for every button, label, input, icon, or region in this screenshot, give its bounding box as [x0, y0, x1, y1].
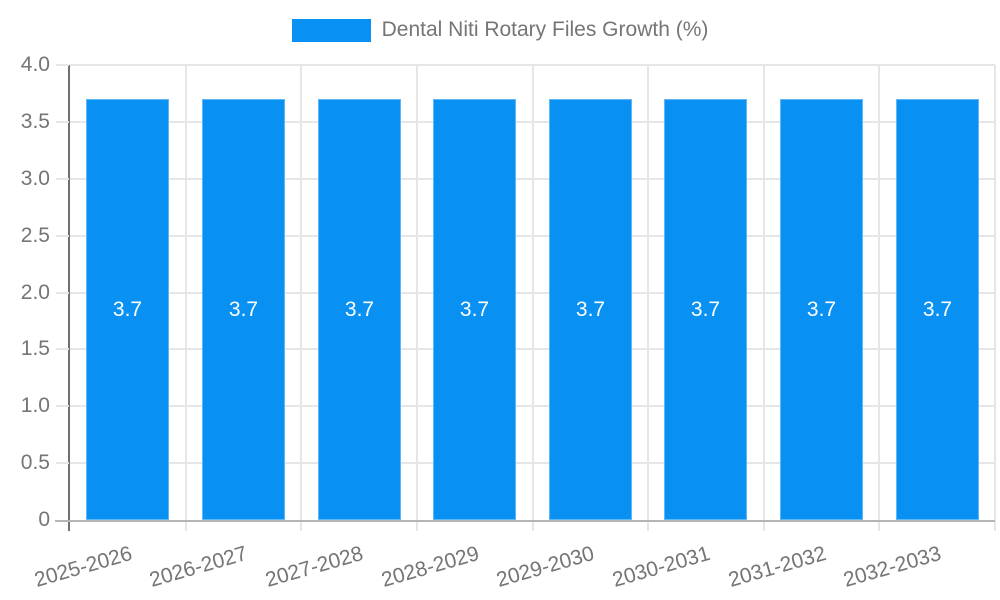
x-axis-tick-label: 2032-2033 — [840, 542, 944, 592]
bar[interactable]: 3.7 — [780, 99, 863, 520]
x-axis-tick-label: 2027-2028 — [262, 542, 366, 592]
bar-value-label: 3.7 — [922, 298, 953, 321]
plot-area: 3.7 3.7 3.7 3.7 3.7 3.7 3.7 3.7 — [70, 64, 996, 531]
legend-label: Dental Niti Rotary Files Growth (%) — [381, 18, 709, 41]
bar[interactable]: 3.7 — [318, 99, 401, 520]
x-axis-tick-label: 2031-2032 — [725, 542, 829, 592]
x-axis-tick-label: 2025-2026 — [31, 542, 135, 592]
y-axis-tick-label: 3.0 — [20, 166, 50, 190]
gridline-vertical — [994, 65, 996, 531]
bar[interactable]: 3.7 — [433, 99, 516, 520]
gridline-vertical — [763, 65, 765, 531]
gridline-vertical — [878, 65, 880, 531]
bar[interactable]: 3.7 — [202, 99, 285, 520]
y-axis-line — [68, 65, 70, 531]
bar-value-label: 3.7 — [806, 298, 837, 321]
y-axis-tick-label: 0 — [38, 508, 50, 531]
x-axis-tick-label: 2030-2031 — [609, 542, 713, 592]
gridline-vertical — [416, 65, 418, 531]
y-axis-tick — [56, 177, 69, 180]
x-axis-tick-label: 2026-2027 — [146, 542, 250, 592]
legend-swatch — [291, 18, 371, 42]
y-axis-tick — [56, 348, 69, 351]
chart-legend: Dental Niti Rotary Files Growth (%) — [0, 18, 1000, 42]
bar-value-label: 3.7 — [575, 298, 606, 321]
y-axis-tick-label: 0.5 — [20, 451, 50, 475]
y-axis-tick — [56, 462, 69, 465]
gridline-vertical — [532, 65, 534, 531]
bar[interactable]: 3.7 — [664, 99, 747, 520]
bar-value-label: 3.7 — [690, 298, 721, 321]
y-axis-tick — [56, 120, 69, 123]
y-axis-tick-label: 2.5 — [20, 223, 50, 247]
y-axis-tick-label: 3.5 — [20, 109, 50, 133]
bar[interactable]: 3.7 — [549, 99, 632, 520]
bar-value-label: 3.7 — [459, 298, 490, 321]
x-axis-tick-label: 2028-2029 — [378, 542, 482, 592]
bar-value-label: 3.7 — [344, 298, 375, 321]
y-axis-tick-label: 1.5 — [20, 337, 50, 361]
gridline-vertical — [185, 65, 187, 531]
bar[interactable]: 3.7 — [86, 99, 169, 520]
x-axis-tick-label: 2029-2030 — [493, 542, 597, 592]
x-axis-line — [55, 520, 995, 522]
y-axis-tick-label: 1.0 — [20, 394, 50, 418]
gridline-vertical — [300, 65, 302, 531]
y-axis-tick-label: 4.0 — [20, 53, 50, 76]
y-axis-tick-label: 2.0 — [20, 280, 50, 304]
y-axis-tick — [56, 405, 69, 408]
y-axis-tick — [56, 64, 69, 66]
y-axis-tick — [56, 291, 69, 294]
bar[interactable]: 3.7 — [896, 99, 979, 520]
bar-value-label: 3.7 — [112, 298, 143, 321]
bar-value-label: 3.7 — [228, 298, 259, 321]
gridline-vertical — [647, 65, 649, 531]
y-axis-tick — [56, 234, 69, 237]
